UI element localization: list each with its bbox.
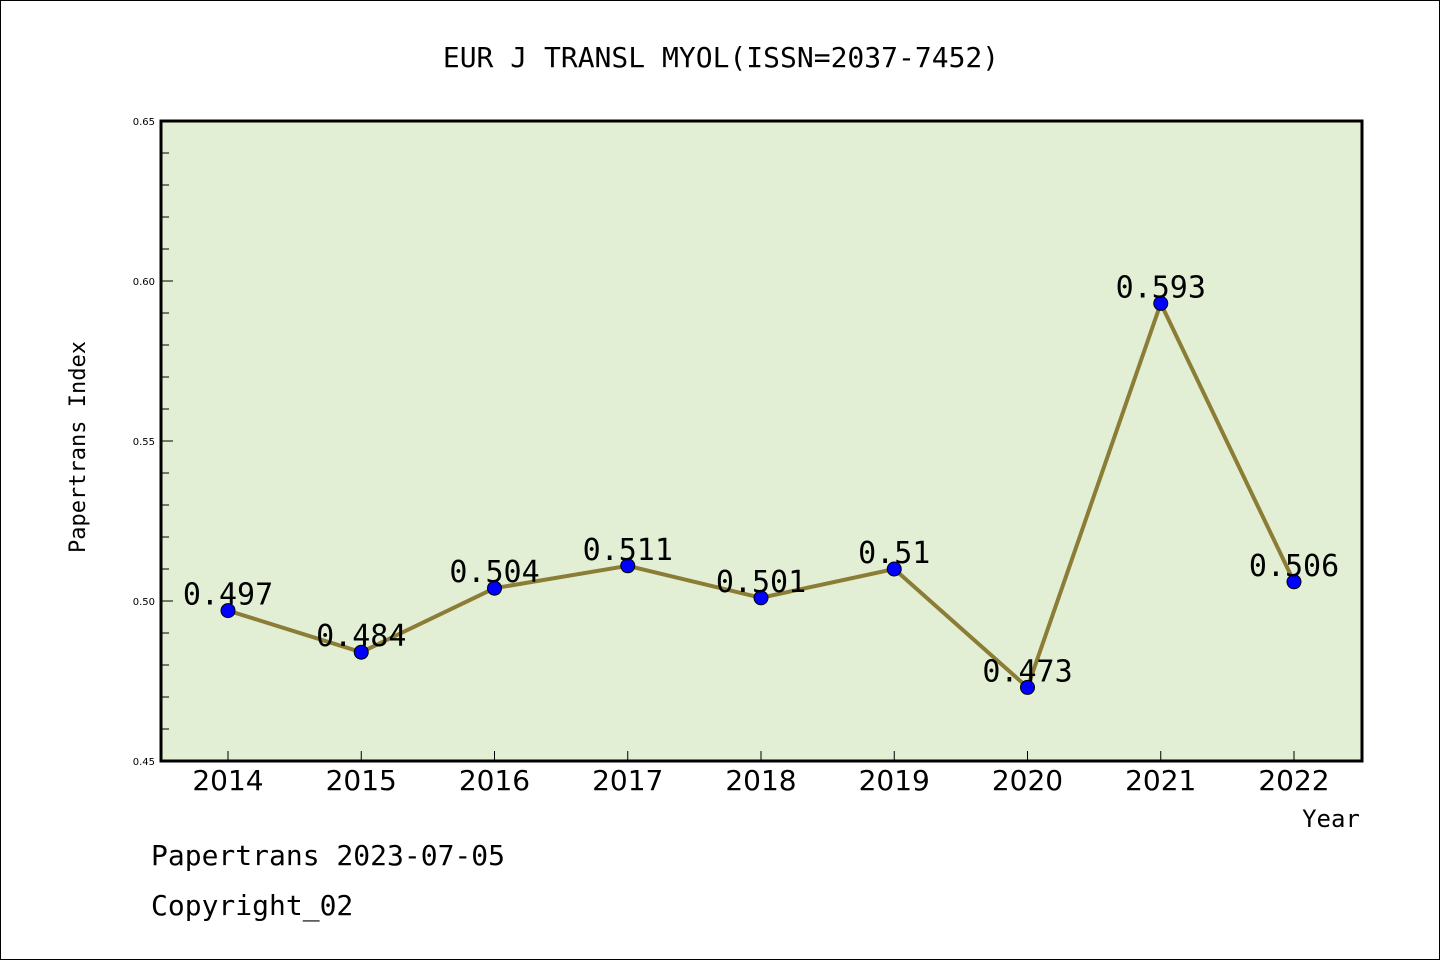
footer-source: Papertrans 2023-07-05 xyxy=(151,839,505,872)
y-tick-label: 0.60 xyxy=(133,277,155,288)
x-tick-label: 2017 xyxy=(592,764,663,797)
data-point xyxy=(753,590,769,606)
data-label: 0.473 xyxy=(982,654,1072,689)
data-label: 0.484 xyxy=(316,619,406,654)
y-tick-label: 0.50 xyxy=(133,597,155,608)
data-label: 0.504 xyxy=(449,555,539,590)
data-label: 0.497 xyxy=(183,578,273,613)
data-labels: 0.497 0.484 0.504 0.511 0.501 0.51 0.473 0.593 0… xyxy=(183,270,1339,689)
data-point xyxy=(353,644,369,660)
plot-border xyxy=(159,119,1364,763)
y-tick-label: 0.55 xyxy=(133,437,155,448)
data-label: 0.501 xyxy=(716,565,806,600)
data-label: 0.51 xyxy=(858,536,930,571)
x-tick-label: 2015 xyxy=(326,764,397,797)
chart-title: EUR J TRANSL MYOL(ISSN=2037-7452) xyxy=(443,41,999,74)
y-axis-label: Papertrans Index xyxy=(66,341,91,553)
footer-copyright: Copyright_02 xyxy=(151,889,353,923)
data-point xyxy=(886,561,902,577)
x-tick-label: 2018 xyxy=(725,764,796,797)
x-tick-label: 2014 xyxy=(192,764,263,797)
x-tick-label: 2020 xyxy=(992,764,1063,797)
data-point xyxy=(620,558,636,574)
y-tick-label: 0.45 xyxy=(133,757,155,768)
plot-area xyxy=(161,121,1362,761)
x-axis: 2014 2015 2016 2017 2018 2019 2020 2021 2022 xyxy=(192,751,1330,797)
data-point xyxy=(1286,574,1302,590)
y-tick-label: 0.65 xyxy=(133,117,155,128)
data-points xyxy=(220,295,1302,695)
x-axis-label: Year xyxy=(1302,805,1360,833)
x-tick-label: 2022 xyxy=(1258,764,1329,797)
data-point xyxy=(1153,295,1169,311)
data-label: 0.593 xyxy=(1116,270,1206,305)
data-label: 0.506 xyxy=(1249,549,1339,584)
data-point xyxy=(220,603,236,619)
x-tick-label: 2016 xyxy=(459,764,530,797)
x-tick-label: 2019 xyxy=(859,764,930,797)
data-label: 0.511 xyxy=(583,533,673,568)
x-tick-label: 2021 xyxy=(1125,764,1196,797)
data-point xyxy=(1020,679,1035,695)
data-point xyxy=(487,580,502,596)
